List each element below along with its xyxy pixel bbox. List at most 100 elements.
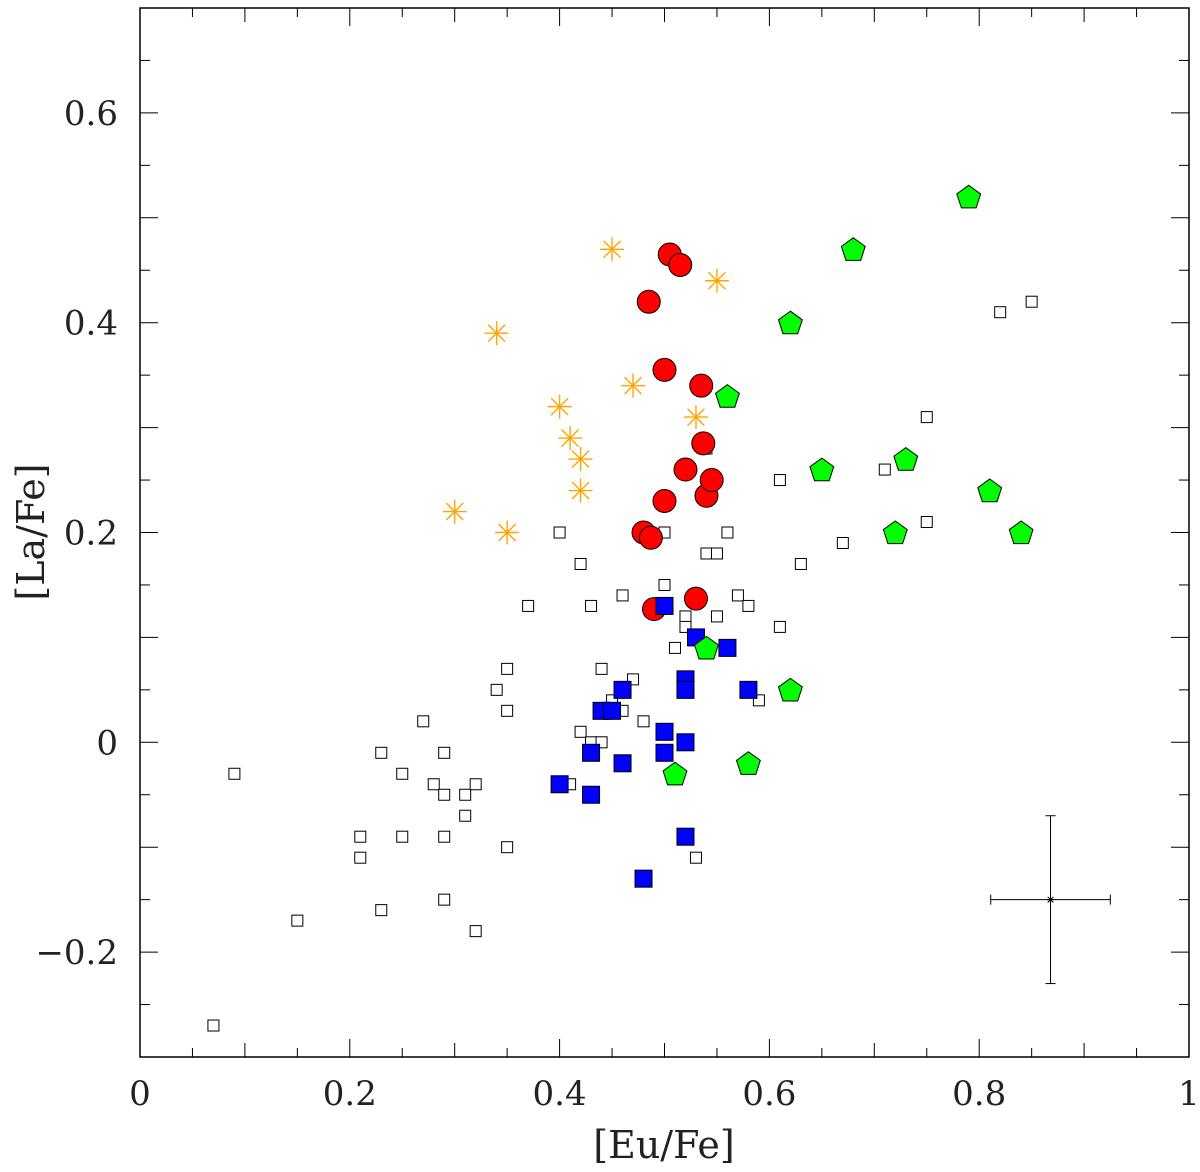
green-pentagon-point	[777, 310, 803, 335]
asterisk-point	[568, 478, 593, 503]
open-square-point	[878, 463, 891, 476]
blue-square-point	[603, 701, 622, 720]
open-square-point	[616, 589, 629, 602]
asterisk-point	[600, 237, 625, 262]
green-pentagon-point	[977, 478, 1003, 503]
open-square-point	[553, 526, 566, 539]
asterisk-point	[558, 426, 583, 451]
open-square-point	[679, 620, 692, 633]
asterisk-point	[495, 520, 520, 545]
green-pentagon-point	[1008, 520, 1034, 545]
asterisk-stroke	[561, 429, 580, 448]
open-square-point	[637, 715, 650, 728]
x-tick-label: 0	[129, 1074, 151, 1114]
blue-square-point	[634, 869, 653, 888]
open-square-point	[574, 557, 587, 570]
open-square-point	[469, 778, 482, 791]
asterisk-point	[704, 268, 729, 293]
blue-square-point	[718, 638, 737, 657]
blue-square-point	[550, 775, 569, 794]
open-square-point	[689, 851, 702, 864]
blue-square-point	[613, 754, 632, 773]
blue-square-point	[676, 680, 695, 699]
open-square-point	[627, 673, 640, 686]
asterisk-point	[547, 394, 572, 419]
open-square-point	[207, 1019, 220, 1032]
asterisk-stroke	[624, 376, 643, 395]
open-square-point	[459, 788, 472, 801]
open-square-point	[658, 578, 671, 591]
red-circle-point	[683, 586, 708, 611]
green-pentagon-point	[893, 446, 919, 471]
green-pentagon-point	[777, 677, 803, 702]
open-square-point	[595, 662, 608, 675]
red-circle-point	[691, 431, 716, 456]
open-square-point	[731, 589, 744, 602]
green-pentagon-point	[882, 520, 908, 545]
open-square-point	[920, 516, 933, 529]
blue-square-point	[655, 596, 674, 615]
asterisk-stroke	[603, 240, 622, 259]
blue-square-point	[676, 733, 695, 752]
open-square-point	[427, 778, 440, 791]
open-square-point	[721, 526, 734, 539]
open-square-point	[794, 557, 807, 570]
open-square-point	[752, 694, 765, 707]
open-square-point	[396, 830, 409, 843]
open-square-point	[700, 547, 713, 560]
open-square-point	[501, 704, 514, 717]
open-square-point	[501, 662, 514, 675]
open-square-point	[710, 547, 723, 560]
axis-ticks	[139, 7, 1190, 1058]
open-square-point	[773, 620, 786, 633]
blue-square-point	[613, 680, 632, 699]
green-pentagon-point	[809, 457, 835, 482]
blue-square-point	[739, 680, 758, 699]
green-pentagon-point	[840, 237, 866, 261]
asterisk-stroke	[445, 502, 464, 521]
asterisk-point	[621, 373, 646, 398]
open-square-point	[773, 474, 786, 487]
asterisk-point	[442, 499, 467, 524]
open-square-point	[469, 925, 482, 938]
open-square-point	[354, 851, 367, 864]
open-square-point	[438, 746, 451, 759]
open-square-point	[354, 830, 367, 843]
data-markers	[207, 184, 1038, 1032]
asterisk-stroke	[571, 481, 590, 500]
green-pentagon-point	[715, 383, 740, 408]
open-square-point	[595, 736, 608, 749]
asterisk-stroke	[686, 408, 705, 427]
green-pentagon-point	[662, 761, 688, 786]
x-tick-label: 0.6	[742, 1074, 796, 1114]
red-circle-point	[689, 373, 714, 398]
y-tick-label: 0.4	[64, 304, 118, 344]
red-circle-point	[668, 253, 693, 278]
asterisk-point	[683, 405, 708, 430]
y-axis-title: [La/Fe]	[9, 463, 53, 600]
red-circle-point	[652, 489, 677, 514]
asterisk-point	[484, 321, 509, 346]
x-tick-labels: 0 0.2 0.4 0.6 0.8 1	[129, 1074, 1200, 1114]
y-tick-labels: −0.2 0 0.2 0.4 0.6	[35, 94, 118, 973]
x-tick-label: 1	[1178, 1074, 1200, 1114]
red-circle-point	[699, 468, 724, 493]
open-square-point	[920, 411, 933, 424]
open-square-point	[417, 715, 430, 728]
open-square-point	[375, 904, 388, 917]
open-square-point	[994, 306, 1007, 319]
open-square-point	[375, 746, 388, 759]
red-circle-point	[673, 457, 698, 482]
open-square-point	[438, 788, 451, 801]
error-bar	[990, 815, 1111, 985]
open-square-point	[396, 767, 409, 780]
open-square-point	[438, 893, 451, 906]
open-square-point	[522, 599, 535, 612]
open-square-point	[574, 725, 587, 738]
asterisk-stroke	[498, 523, 517, 542]
open-square-point	[459, 809, 472, 822]
open-square-point	[490, 683, 503, 696]
open-square-point	[501, 841, 514, 854]
green-pentagon-point	[694, 635, 719, 660]
